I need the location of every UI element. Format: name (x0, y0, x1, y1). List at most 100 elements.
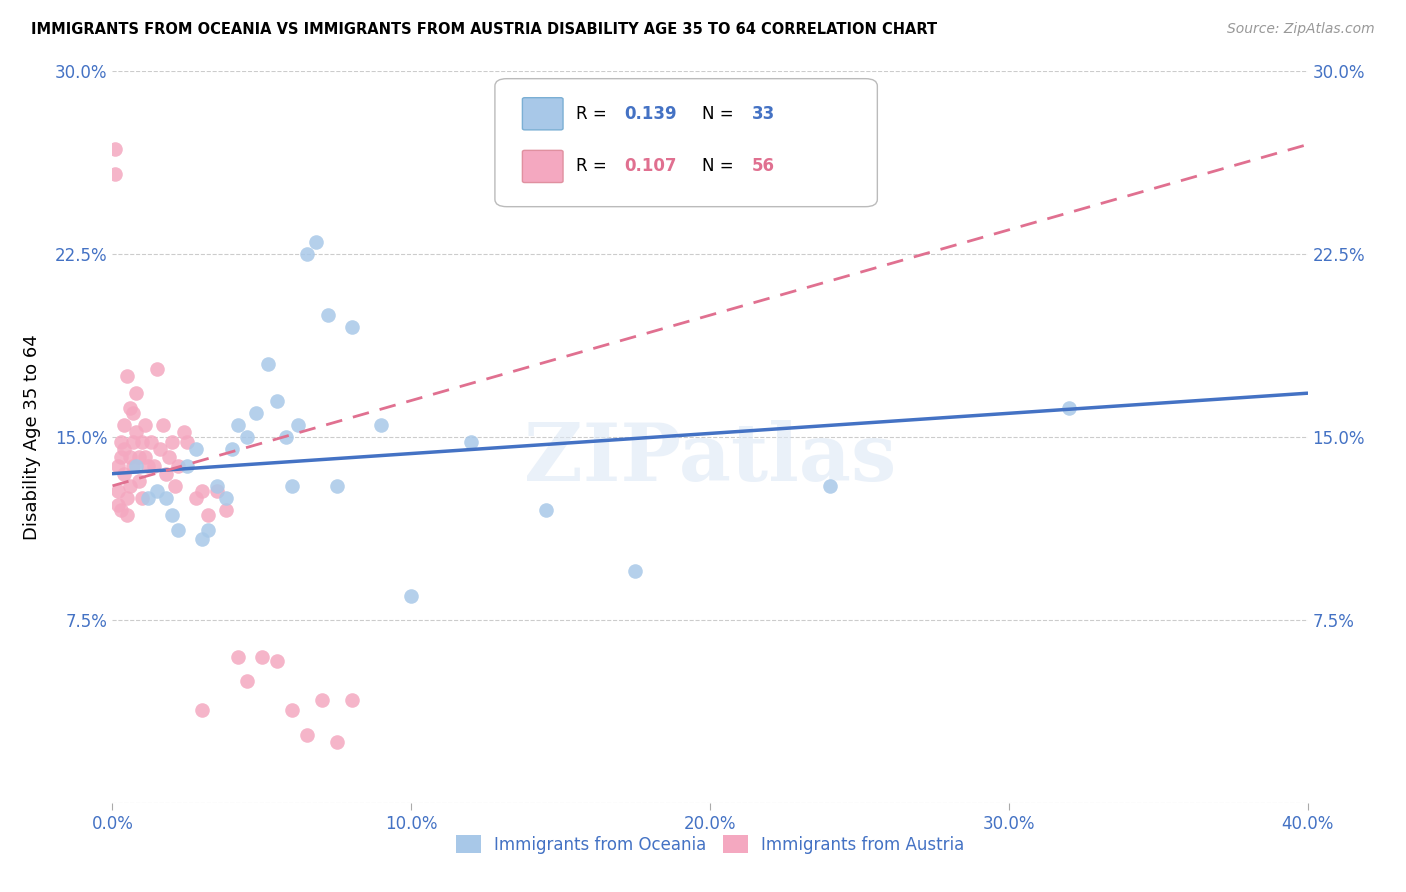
Point (152, 417, 174, 432)
Legend: Immigrants from Oceania, Immigrants from Austria: Immigrants from Oceania, Immigrants from… (449, 829, 972, 860)
Y-axis label: Disability Age 35 to 64: Disability Age 35 to 64 (22, 334, 41, 540)
Point (110, 434, 132, 449)
Point (128, 450, 150, 464)
Text: N =: N = (702, 158, 738, 176)
Point (104, 167, 127, 181)
Point (138, 491, 160, 505)
Point (120, 479, 142, 493)
Point (125, 386, 148, 401)
Point (117, 508, 139, 522)
Text: 33: 33 (752, 104, 775, 123)
Text: Source: ZipAtlas.com: Source: ZipAtlas.com (1227, 22, 1375, 37)
Point (176, 434, 198, 449)
FancyBboxPatch shape (495, 78, 877, 207)
Point (146, 483, 169, 498)
Point (146, 361, 169, 376)
Text: R =: R = (576, 158, 612, 176)
Point (143, 459, 166, 474)
Point (205, 483, 228, 498)
Point (117, 491, 139, 505)
Text: 0.107: 0.107 (624, 158, 676, 176)
FancyBboxPatch shape (523, 151, 562, 183)
Point (134, 450, 156, 464)
Text: R =: R = (576, 104, 612, 123)
Point (155, 491, 177, 505)
Point (236, 673, 259, 688)
Point (191, 703, 214, 717)
Point (122, 406, 145, 420)
Point (167, 459, 190, 474)
Text: 56: 56 (752, 158, 775, 176)
Point (295, 727, 318, 741)
Point (325, 735, 347, 749)
Point (104, 142, 127, 156)
Point (205, 479, 228, 493)
Point (117, 369, 139, 384)
Point (173, 425, 195, 440)
Point (122, 434, 145, 449)
Point (191, 483, 214, 498)
Point (134, 417, 156, 432)
Point (110, 450, 132, 464)
Point (162, 508, 183, 522)
Point (340, 693, 363, 707)
Point (250, 649, 273, 664)
FancyBboxPatch shape (523, 98, 562, 130)
Point (165, 479, 187, 493)
Point (340, 320, 363, 334)
Point (120, 450, 142, 464)
Point (818, 479, 841, 493)
Text: 0.139: 0.139 (624, 104, 676, 123)
Point (114, 467, 135, 481)
Point (131, 434, 153, 449)
Point (141, 434, 163, 449)
Point (325, 479, 347, 493)
Point (138, 459, 160, 474)
Point (125, 425, 148, 440)
Point (221, 442, 243, 457)
Point (149, 442, 172, 457)
Point (215, 503, 238, 517)
Point (176, 459, 198, 474)
Point (1057, 401, 1080, 415)
Point (107, 499, 129, 513)
Point (226, 649, 249, 664)
Point (534, 503, 557, 517)
Point (305, 235, 328, 249)
Point (110, 503, 132, 517)
Point (157, 450, 180, 464)
Point (287, 417, 309, 432)
Point (460, 434, 482, 449)
Point (122, 459, 145, 474)
Point (245, 406, 267, 420)
Point (624, 564, 647, 578)
Point (266, 393, 288, 408)
Point (167, 523, 190, 537)
Point (125, 459, 148, 474)
Point (401, 589, 423, 603)
Point (120, 401, 142, 415)
Point (274, 430, 297, 444)
Point (215, 491, 238, 505)
Point (114, 417, 135, 432)
Point (197, 508, 219, 522)
Point (107, 483, 129, 498)
Point (281, 703, 304, 717)
Point (266, 654, 288, 668)
Point (191, 533, 214, 547)
Point (257, 357, 280, 371)
Point (281, 479, 304, 493)
Point (236, 430, 259, 444)
Point (197, 523, 219, 537)
Point (128, 474, 150, 488)
Point (316, 308, 339, 322)
Point (226, 417, 249, 432)
Point (311, 693, 333, 707)
Point (114, 442, 135, 457)
Point (155, 467, 177, 481)
Point (370, 417, 392, 432)
Point (162, 434, 183, 449)
Point (186, 491, 208, 505)
Point (131, 491, 153, 505)
Text: N =: N = (702, 104, 738, 123)
